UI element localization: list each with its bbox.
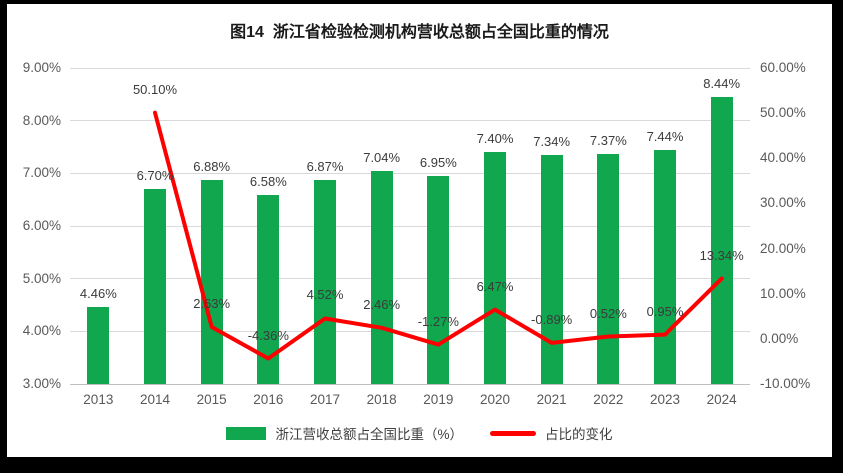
bar-value-label: 6.58% — [249, 174, 287, 190]
grid-line — [70, 172, 750, 174]
left-axis-tick: 7.00% — [22, 165, 61, 181]
x-tick-label: 2013 — [83, 392, 114, 407]
x-tick-label: 2014 — [139, 392, 171, 407]
left-axis-tick: 6.00% — [22, 218, 61, 233]
bar — [257, 195, 280, 384]
bar — [540, 155, 563, 384]
bar — [200, 179, 223, 384]
bar — [144, 189, 166, 384]
bar — [427, 175, 450, 384]
bar-value-label: 6.95% — [419, 154, 457, 170]
grid-line — [70, 225, 750, 227]
x-tick-label: 2017 — [309, 392, 341, 407]
line-value-label: -0.89% — [531, 311, 573, 327]
bar — [484, 152, 506, 384]
x-tick-label: 2020 — [479, 392, 511, 407]
bar-value-label: 6.70% — [136, 168, 174, 184]
right-axis-tick: 30.00% — [760, 195, 806, 211]
left-axis-tick: 9.00% — [22, 60, 61, 75]
grid-line — [70, 67, 750, 69]
chart-title: 图14 浙江省检验检测机构营收总额占全国比重的情况 — [230, 24, 609, 41]
line-value-label: 13.34% — [699, 247, 744, 263]
bar-value-label: 7.44% — [646, 129, 684, 145]
bar — [710, 97, 733, 384]
x-tick-label: 2015 — [196, 392, 227, 407]
grid-line — [70, 278, 750, 280]
bar — [314, 180, 336, 384]
right-axis-tick: 50.00% — [760, 105, 806, 121]
line-value-label: 50.10% — [132, 81, 178, 97]
line-value-label: 0.52% — [589, 305, 627, 321]
bar — [654, 150, 676, 384]
line-value-label: 4.52% — [306, 287, 344, 303]
right-axis-tick: -10.00% — [760, 376, 811, 391]
x-tick-label: 2022 — [593, 392, 624, 407]
bar-value-label: 6.87% — [306, 159, 344, 175]
left-axis-tick: 5.00% — [22, 270, 61, 286]
line-value-label: 6.47% — [476, 278, 514, 294]
bar-value-label: 7.37% — [589, 132, 627, 148]
legend: 浙江营收总额占全国比重（%） 占比的变化 — [7, 423, 832, 443]
chart-canvas: 图14 浙江省检验检测机构营收总额占全国比重的情况 3.00% 4.00% 5.00… — [7, 4, 832, 457]
right-axis-tick: 0.00% — [760, 330, 799, 346]
right-axis-tick: 60.00% — [760, 60, 806, 75]
line-value-label: 2.46% — [363, 296, 401, 312]
trend-line — [153, 110, 724, 361]
trend-line-layer — [153, 110, 724, 361]
line-value-label: -4.36% — [247, 327, 289, 343]
legend-line-swatch — [490, 430, 536, 436]
x-tick-label: 2018 — [366, 392, 397, 407]
line-value-label: -1.27% — [417, 313, 459, 329]
grid-line — [70, 330, 750, 332]
right-axis-tick: 20.00% — [760, 240, 806, 256]
bar-value-label: 7.40% — [476, 131, 514, 147]
bar-value-label: 4.46% — [79, 286, 117, 302]
legend-bar-label: 浙江营收总额占全国比重（%） — [275, 427, 463, 442]
grid-line — [70, 120, 750, 122]
x-tick-label: 2019 — [423, 392, 454, 407]
x-tick-label: 2024 — [706, 392, 737, 407]
legend-bar-swatch — [226, 426, 267, 440]
bar-value-label: 8.44% — [703, 76, 741, 92]
line-value-label: 0.95% — [646, 303, 684, 319]
x-tick-label: 2021 — [536, 392, 567, 407]
left-axis-tick: 8.00% — [22, 112, 61, 128]
x-tick-label: 2016 — [253, 392, 284, 407]
bar-value-label: 7.34% — [533, 134, 571, 150]
left-axis-tick: 4.00% — [22, 323, 61, 339]
bar — [87, 307, 110, 384]
legend-line-label: 占比的变化 — [545, 427, 613, 442]
left-axis-tick: 3.00% — [22, 376, 61, 391]
x-axis-line — [70, 383, 750, 385]
bar-value-label: 7.04% — [363, 150, 401, 166]
bar-value-label: 6.88% — [193, 158, 231, 174]
bar — [597, 153, 620, 384]
right-axis-tick: 10.00% — [760, 285, 806, 301]
line-value-label: 2.63% — [193, 295, 231, 311]
right-axis-tick: 40.00% — [760, 150, 806, 166]
x-tick-label: 2023 — [649, 392, 681, 407]
